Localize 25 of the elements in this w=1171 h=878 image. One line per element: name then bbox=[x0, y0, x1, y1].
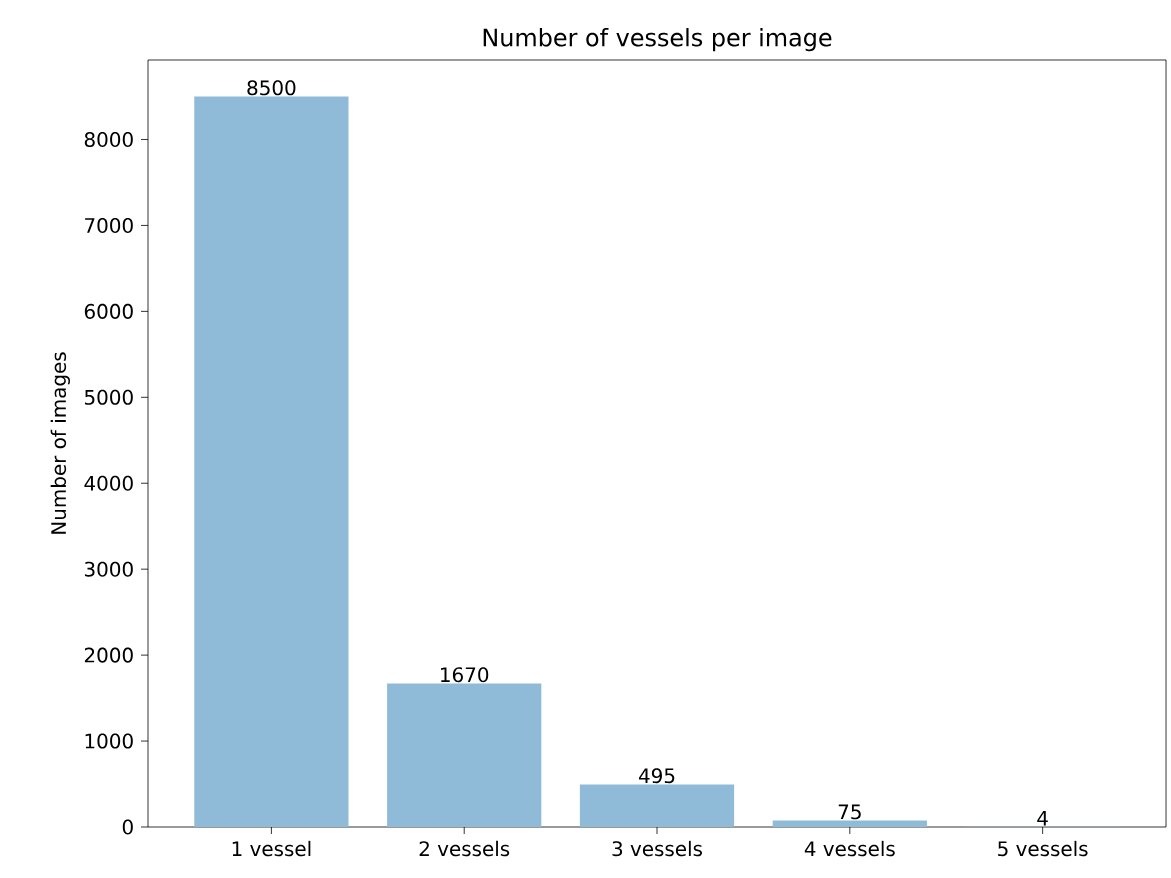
x-tick-label: 5 vessels bbox=[998, 840, 1088, 857]
y-tick-label: 0 bbox=[122, 819, 133, 835]
y-axis-title: Number of images bbox=[50, 352, 70, 534]
y-tick-label: 5000 bbox=[84, 389, 133, 405]
x-tick-label: 2 vessels bbox=[419, 840, 510, 857]
bar bbox=[194, 96, 349, 827]
data-label: 1670 bbox=[441, 667, 489, 683]
y-tick-label: 6000 bbox=[84, 303, 133, 319]
y-tick-label: 4000 bbox=[84, 475, 133, 491]
y-tick-label: 7000 bbox=[85, 217, 133, 233]
data-label: 75 bbox=[838, 804, 861, 820]
y-tick-label: 2000 bbox=[84, 647, 133, 663]
data-label: 495 bbox=[638, 768, 675, 784]
x-tick-label: 1 vessel bbox=[232, 840, 311, 857]
data-label: 8500 bbox=[247, 80, 296, 96]
bar bbox=[387, 683, 542, 827]
x-tick-label: 4 vessels bbox=[804, 840, 895, 857]
x-tick-label: 3 vessels bbox=[612, 840, 703, 857]
bar bbox=[772, 820, 927, 827]
data-label: 4 bbox=[1037, 810, 1048, 826]
bar bbox=[579, 784, 735, 827]
y-tick-label: 8000 bbox=[84, 131, 133, 148]
y-tick-label: 1000 bbox=[85, 733, 133, 749]
chart-title: Number of vessels per image bbox=[483, 28, 832, 52]
y-tick-label: 3000 bbox=[84, 561, 133, 577]
